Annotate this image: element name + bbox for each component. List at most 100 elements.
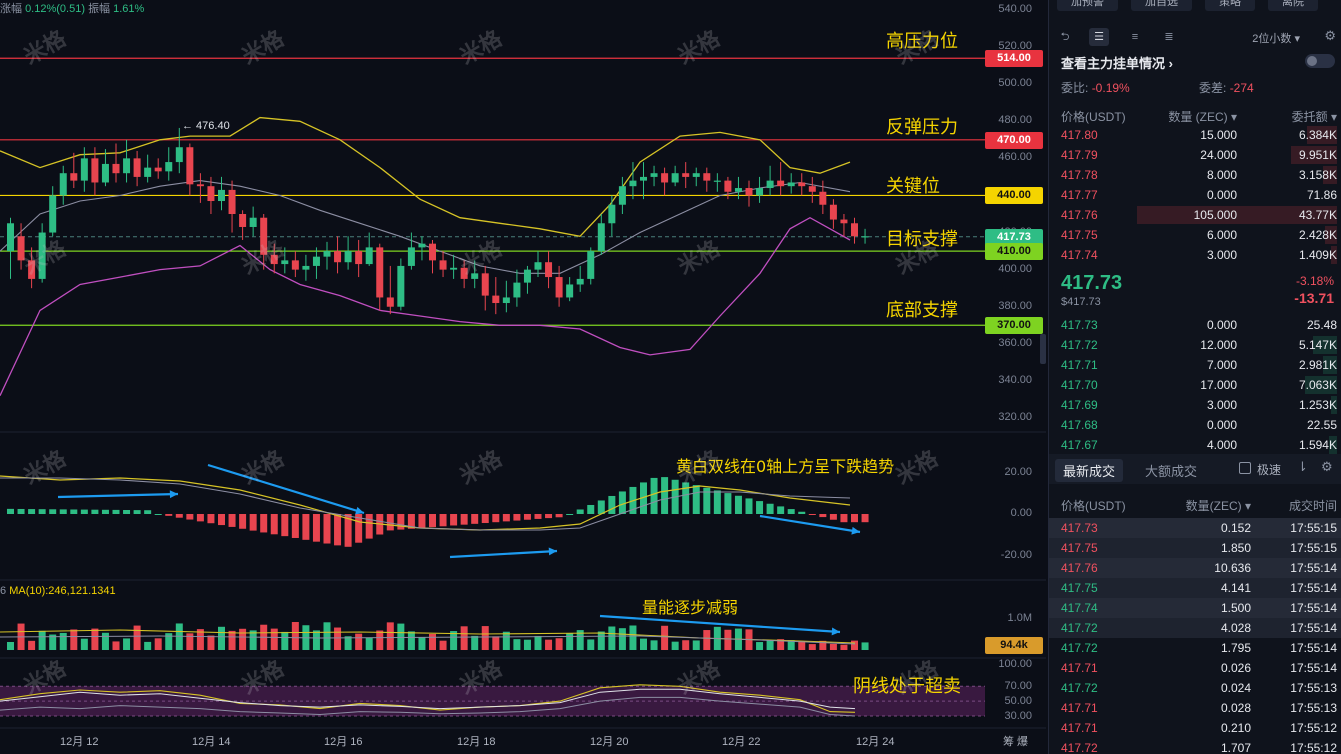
- macd-bar: [91, 509, 99, 514]
- ask-row[interactable]: 417.74 3.000 1.409K: [1061, 245, 1337, 265]
- orderbook-both-icon[interactable]: ☰: [1089, 28, 1109, 46]
- candle-body: [407, 247, 415, 266]
- volume-bar: [629, 625, 637, 650]
- volume-bar: [450, 631, 458, 650]
- speed-checkbox[interactable]: [1239, 462, 1251, 474]
- ask-row[interactable]: 417.76 105.000 43.77K: [1061, 205, 1337, 225]
- depth-toggle[interactable]: [1305, 54, 1335, 68]
- orderbook-asks-icon[interactable]: ≣: [1164, 31, 1174, 43]
- bid-row[interactable]: 417.73 0.000 25.48: [1061, 315, 1337, 335]
- trade-row[interactable]: 417.72 0.024 17:55:13: [1061, 678, 1337, 698]
- book-qty: 8.000: [1206, 168, 1237, 182]
- volume-bar: [513, 639, 521, 650]
- macd-bar: [49, 509, 57, 514]
- candle-body: [566, 284, 574, 298]
- volume-bar: [218, 626, 225, 650]
- candle-body: [386, 297, 394, 307]
- macd-bar: [523, 514, 531, 520]
- x-tick: 12月 14: [192, 736, 231, 748]
- candle-body: [186, 147, 194, 185]
- bid-row[interactable]: 417.69 3.000 1.253K: [1061, 395, 1337, 415]
- bid-row[interactable]: 417.71 7.000 2.981K: [1061, 355, 1337, 375]
- macd-bar: [218, 514, 225, 526]
- depth-bar: [1307, 126, 1337, 144]
- trade-qty-header[interactable]: 数量(ZEC) ▾: [1185, 499, 1251, 513]
- volume-bar: [429, 633, 436, 650]
- rsi-tick: 50.00: [1004, 695, 1032, 708]
- exit-button[interactable]: 离院: [1268, 0, 1318, 11]
- strategy-button[interactable]: 策略: [1205, 0, 1255, 11]
- volume-bar: [291, 622, 299, 650]
- rsi-tick: 70.00: [1004, 680, 1032, 693]
- trade-row[interactable]: 417.74 1.500 17:55:14: [1049, 598, 1341, 618]
- trade-row[interactable]: 417.72 4.028 17:55:14: [1049, 618, 1341, 638]
- volume-bar: [576, 630, 584, 650]
- decimals-select[interactable]: 2位小数 ▾: [1252, 33, 1300, 45]
- x-axis-right-label[interactable]: 筹 爆: [1003, 736, 1029, 748]
- volume-bar: [80, 638, 88, 650]
- trade-row[interactable]: 417.76 10.636 17:55:14: [1049, 558, 1341, 578]
- orderbook-bids-icon[interactable]: ≡: [1131, 31, 1139, 43]
- depth-bar: [1291, 146, 1337, 164]
- macd-bar: [829, 514, 837, 520]
- settings-icon[interactable]: ⚙: [1321, 459, 1333, 474]
- y-tick: 460.00: [998, 151, 1032, 164]
- back-icon[interactable]: ⮌: [1060, 31, 1070, 43]
- volume-bar: [407, 631, 415, 650]
- tab-large-trades[interactable]: 大额成交: [1145, 464, 1198, 479]
- ask-row[interactable]: 417.77 0.000 71.86: [1061, 185, 1337, 205]
- tab-latest-trades[interactable]: 最新成交: [1055, 459, 1124, 482]
- panel-collapse-handle[interactable]: [1040, 334, 1046, 364]
- alert-button[interactable]: 加预警: [1057, 0, 1118, 11]
- price-badge: 440.00: [985, 187, 1043, 205]
- book-qty: 15.000: [1200, 128, 1237, 142]
- bid-row[interactable]: 417.70 17.000 7.063K: [1061, 375, 1337, 395]
- trade-row[interactable]: 417.75 4.141 17:55:14: [1049, 578, 1341, 598]
- gear-icon[interactable]: ⚙: [1324, 28, 1336, 43]
- y-tick: 400.00: [998, 262, 1032, 275]
- trade-time: 17:55:12: [1290, 741, 1337, 754]
- trade-row[interactable]: 417.71 0.028 17:55:13: [1061, 698, 1337, 718]
- macd-bar: [682, 482, 690, 514]
- book-price: 417.71: [1061, 358, 1098, 372]
- volume-bar: [851, 640, 858, 650]
- trade-row[interactable]: 417.71 0.026 17:55:14: [1061, 658, 1337, 678]
- trade-row[interactable]: 417.72 1.707 17:55:12: [1061, 738, 1337, 754]
- candle-body: [555, 277, 563, 298]
- kline-chart-panel[interactable]: 涨幅 0.12%(0.51) 振幅 1.61% 高压力位 反弹压力 关键位 目标…: [0, 0, 1046, 754]
- candle-body: [270, 254, 278, 265]
- candle-body: [724, 180, 732, 192]
- qty-header[interactable]: 数量 (ZEC) ▾: [1168, 110, 1237, 124]
- ask-row[interactable]: 417.79 24.000 9.951K: [1061, 145, 1337, 165]
- kline-chart[interactable]: [0, 0, 1046, 754]
- trade-row-highlight: [1049, 558, 1341, 578]
- macd-bar: [661, 477, 669, 514]
- macd-bar: [597, 500, 605, 514]
- x-tick: 12月 18: [457, 736, 496, 748]
- macd-bar: [260, 514, 268, 533]
- candle-body: [175, 147, 183, 163]
- depth-title[interactable]: 查看主力挂单情况 ›: [1061, 56, 1173, 71]
- book-qty: 17.000: [1200, 378, 1237, 392]
- macd-bar: [587, 504, 595, 514]
- book-amount: 25.48: [1306, 318, 1337, 332]
- trade-row[interactable]: 417.72 1.795 17:55:14: [1061, 638, 1337, 658]
- trade-row[interactable]: 417.75 1.850 17:55:15: [1049, 538, 1341, 558]
- amount-header[interactable]: 委托额 ▾: [1291, 110, 1337, 124]
- bid-row[interactable]: 417.67 4.000 1.594K: [1061, 435, 1337, 455]
- filter-icon[interactable]: ⇂: [1297, 459, 1308, 474]
- ask-row[interactable]: 417.80 15.000 6.384K: [1061, 125, 1337, 145]
- candle-body: [829, 204, 837, 220]
- bid-row[interactable]: 417.72 12.000 5.147K: [1061, 335, 1337, 355]
- watchlist-button[interactable]: 加自选: [1131, 0, 1192, 11]
- bid-row[interactable]: 417.68 0.000 22.55: [1061, 415, 1337, 435]
- candle-body: [365, 247, 373, 265]
- depth-bar: [1325, 226, 1337, 244]
- trade-row[interactable]: 417.73 0.152 17:55:15: [1049, 518, 1341, 538]
- volume-bar: [587, 639, 595, 650]
- ask-row[interactable]: 417.75 6.000 2.428K: [1061, 225, 1337, 245]
- trade-row[interactable]: 417.71 0.210 17:55:12: [1061, 718, 1337, 738]
- book-amount: 7.063K: [1298, 378, 1337, 392]
- trade-qty: 0.028: [1220, 701, 1251, 715]
- ask-row[interactable]: 417.78 8.000 3.158K: [1061, 165, 1337, 185]
